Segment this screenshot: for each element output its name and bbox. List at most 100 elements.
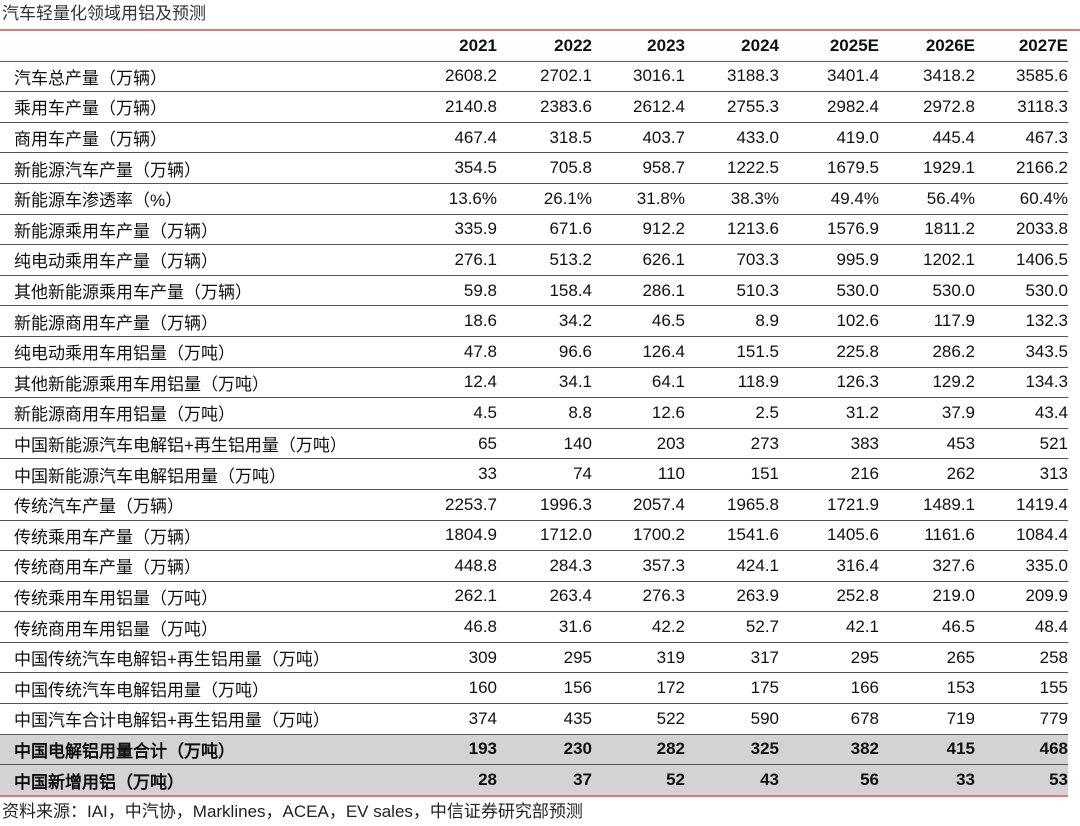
value-cell: 1405.6 xyxy=(779,520,879,552)
value-cell: 219.0 xyxy=(879,581,975,613)
aluminum-forecast-table: 2021 2022 2023 2024 2025E 2026E 2027E 汽车总产量（万辆… xyxy=(0,31,1068,797)
value-cell: 435 xyxy=(497,703,592,735)
value-cell: 1996.3 xyxy=(497,489,592,521)
value-cell: 166 xyxy=(779,672,879,705)
value-cell: 1721.9 xyxy=(779,489,879,521)
value-cell: 705.8 xyxy=(497,152,592,184)
table-row: 中国汽车合计电解铝+再生铝用量（万吨） 374 435 522 590 678 719 779 xyxy=(0,703,1068,735)
value-cell: 43.4 xyxy=(975,397,1068,429)
value-cell: 265 xyxy=(879,642,975,674)
value-cell: 126.4 xyxy=(592,336,685,368)
value-cell: 46.8 xyxy=(400,611,497,643)
value-cell: 467.3 xyxy=(975,122,1068,154)
value-cell: 678 xyxy=(779,703,879,735)
value-cell: 357.3 xyxy=(592,550,685,582)
table-row: 新能源车渗透率（%） 13.6% 26.1% 31.8% 38.3% 49.4% 56.4%… xyxy=(0,183,1068,215)
row-label: 中国电解铝用量合计（万吨） xyxy=(0,734,400,766)
value-cell: 42.1 xyxy=(779,611,879,643)
value-cell: 284.3 xyxy=(497,550,592,582)
table-row: 中国电解铝用量合计（万吨） 193 230 282 325 382 415 468 xyxy=(0,734,1068,766)
row-label: 新能源商用车用铝量（万吨） xyxy=(0,397,400,429)
table-row: 纯电动乘用车产量（万辆） 276.1 513.2 626.1 703.3 995.9 120… xyxy=(0,244,1068,276)
value-cell: 38.3% xyxy=(685,183,779,215)
table-row: 新能源商用车产量（万辆） 18.6 34.2 46.5 8.9 102.6 117.9 132… xyxy=(0,305,1068,337)
table-row: 中国传统汽车电解铝用量（万吨） 160 156 172 175 166 153 155 xyxy=(0,672,1068,705)
value-cell: 590 xyxy=(685,703,779,735)
row-label: 中国新能源汽车电解铝+再生铝用量（万吨） xyxy=(0,428,400,460)
row-label: 新能源乘用车产量（万辆） xyxy=(0,214,400,246)
value-cell: 276.1 xyxy=(400,244,497,276)
value-cell: 343.5 xyxy=(975,336,1068,368)
value-cell: 262.1 xyxy=(400,581,497,613)
value-cell: 521 xyxy=(975,428,1068,460)
table-row: 中国传统汽车电解铝+再生铝用量（万吨） 309 295 319 317 295 265 258 xyxy=(0,642,1068,674)
value-cell: 522 xyxy=(592,703,685,735)
value-cell: 134.3 xyxy=(975,367,1068,399)
value-cell: 34.2 xyxy=(497,305,592,337)
value-cell: 3585.6 xyxy=(975,61,1068,93)
value-cell: 286.2 xyxy=(879,336,975,368)
value-cell: 48.4 xyxy=(975,611,1068,643)
value-cell: 468 xyxy=(975,734,1068,766)
value-cell: 129.2 xyxy=(879,367,975,399)
value-cell: 33 xyxy=(400,458,497,490)
table-row: 乘用车产量（万辆） 2140.8 2383.6 2612.4 2755.3 2982.4 2… xyxy=(0,91,1068,123)
value-cell: 2140.8 xyxy=(400,91,497,123)
table-row: 其他新能源乘用车产量（万辆） 59.8 158.4 286.1 510.3 530.0 53… xyxy=(0,275,1068,307)
value-cell: 445.4 xyxy=(879,122,975,154)
value-cell: 46.5 xyxy=(879,611,975,643)
value-cell: 2972.8 xyxy=(879,91,975,123)
table-row: 纯电动乘用车用铝量（万吨） 47.8 96.6 126.4 151.5 225.8 286.… xyxy=(0,336,1068,368)
row-label: 中国传统汽车电解铝+再生铝用量（万吨） xyxy=(0,642,400,674)
value-cell: 4.5 xyxy=(400,397,497,429)
value-cell: 309 xyxy=(400,642,497,674)
table-row: 汽车总产量（万辆） 2608.2 2702.1 3016.1 3188.3 3401.4 3… xyxy=(0,61,1068,93)
value-cell: 118.9 xyxy=(685,367,779,399)
value-cell: 626.1 xyxy=(592,244,685,276)
value-cell: 126.3 xyxy=(779,367,879,399)
row-label: 乘用车产量（万辆） xyxy=(0,91,400,123)
value-cell: 510.3 xyxy=(685,275,779,307)
value-cell: 912.2 xyxy=(592,214,685,246)
value-cell: 153 xyxy=(879,672,975,705)
value-cell: 158.4 xyxy=(497,275,592,307)
value-cell: 31.6 xyxy=(497,611,592,643)
row-label: 新能源车渗透率（%） xyxy=(0,183,400,215)
table-row: 中国新能源汽车电解铝+再生铝用量（万吨） 65 140 203 273 383 453 521 xyxy=(0,428,1068,460)
table-row: 传统商用车产量（万辆） 448.8 284.3 357.3 424.1 316.4 327.… xyxy=(0,550,1068,582)
value-cell: 13.6% xyxy=(400,183,497,215)
value-cell: 295 xyxy=(779,642,879,674)
value-cell: 263.9 xyxy=(685,581,779,613)
row-label: 纯电动乘用车用铝量（万吨） xyxy=(0,336,400,368)
value-cell: 37 xyxy=(497,764,592,797)
value-cell: 1213.6 xyxy=(685,214,779,246)
value-cell: 225.8 xyxy=(779,336,879,368)
row-label: 汽车总产量（万辆） xyxy=(0,61,400,93)
value-cell: 60.4% xyxy=(975,183,1068,215)
value-cell: 313 xyxy=(975,458,1068,490)
row-label: 其他新能源乘用车产量（万辆） xyxy=(0,275,400,307)
value-cell: 958.7 xyxy=(592,152,685,184)
value-cell: 703.3 xyxy=(685,244,779,276)
value-cell: 46.5 xyxy=(592,305,685,337)
value-cell: 1541.6 xyxy=(685,520,779,552)
value-cell: 335.9 xyxy=(400,214,497,246)
value-cell: 513.2 xyxy=(497,244,592,276)
table-row: 其他新能源乘用车用铝量（万吨） 12.4 34.1 64.1 118.9 126.3 129… xyxy=(0,367,1068,399)
value-cell: 2166.2 xyxy=(975,152,1068,184)
table-row: 传统乘用车产量（万辆） 1804.9 1712.0 1700.2 1541.6 1405.… xyxy=(0,520,1068,552)
value-cell: 151 xyxy=(685,458,779,490)
row-label: 传统乘用车产量（万辆） xyxy=(0,520,400,552)
value-cell: 995.9 xyxy=(779,244,879,276)
value-cell: 2612.4 xyxy=(592,91,685,123)
value-cell: 140 xyxy=(497,428,592,460)
value-cell: 530.0 xyxy=(779,275,879,307)
value-cell: 318.5 xyxy=(497,122,592,154)
table-row: 中国新能源汽车电解铝用量（万吨） 33 74 110 151 216 262 313 xyxy=(0,458,1068,490)
value-cell: 1489.1 xyxy=(879,489,975,521)
value-cell: 2755.3 xyxy=(685,91,779,123)
value-cell: 1576.9 xyxy=(779,214,879,246)
value-cell: 110 xyxy=(592,458,685,490)
value-cell: 1222.5 xyxy=(685,152,779,184)
header-year: 2027E xyxy=(975,31,1068,62)
